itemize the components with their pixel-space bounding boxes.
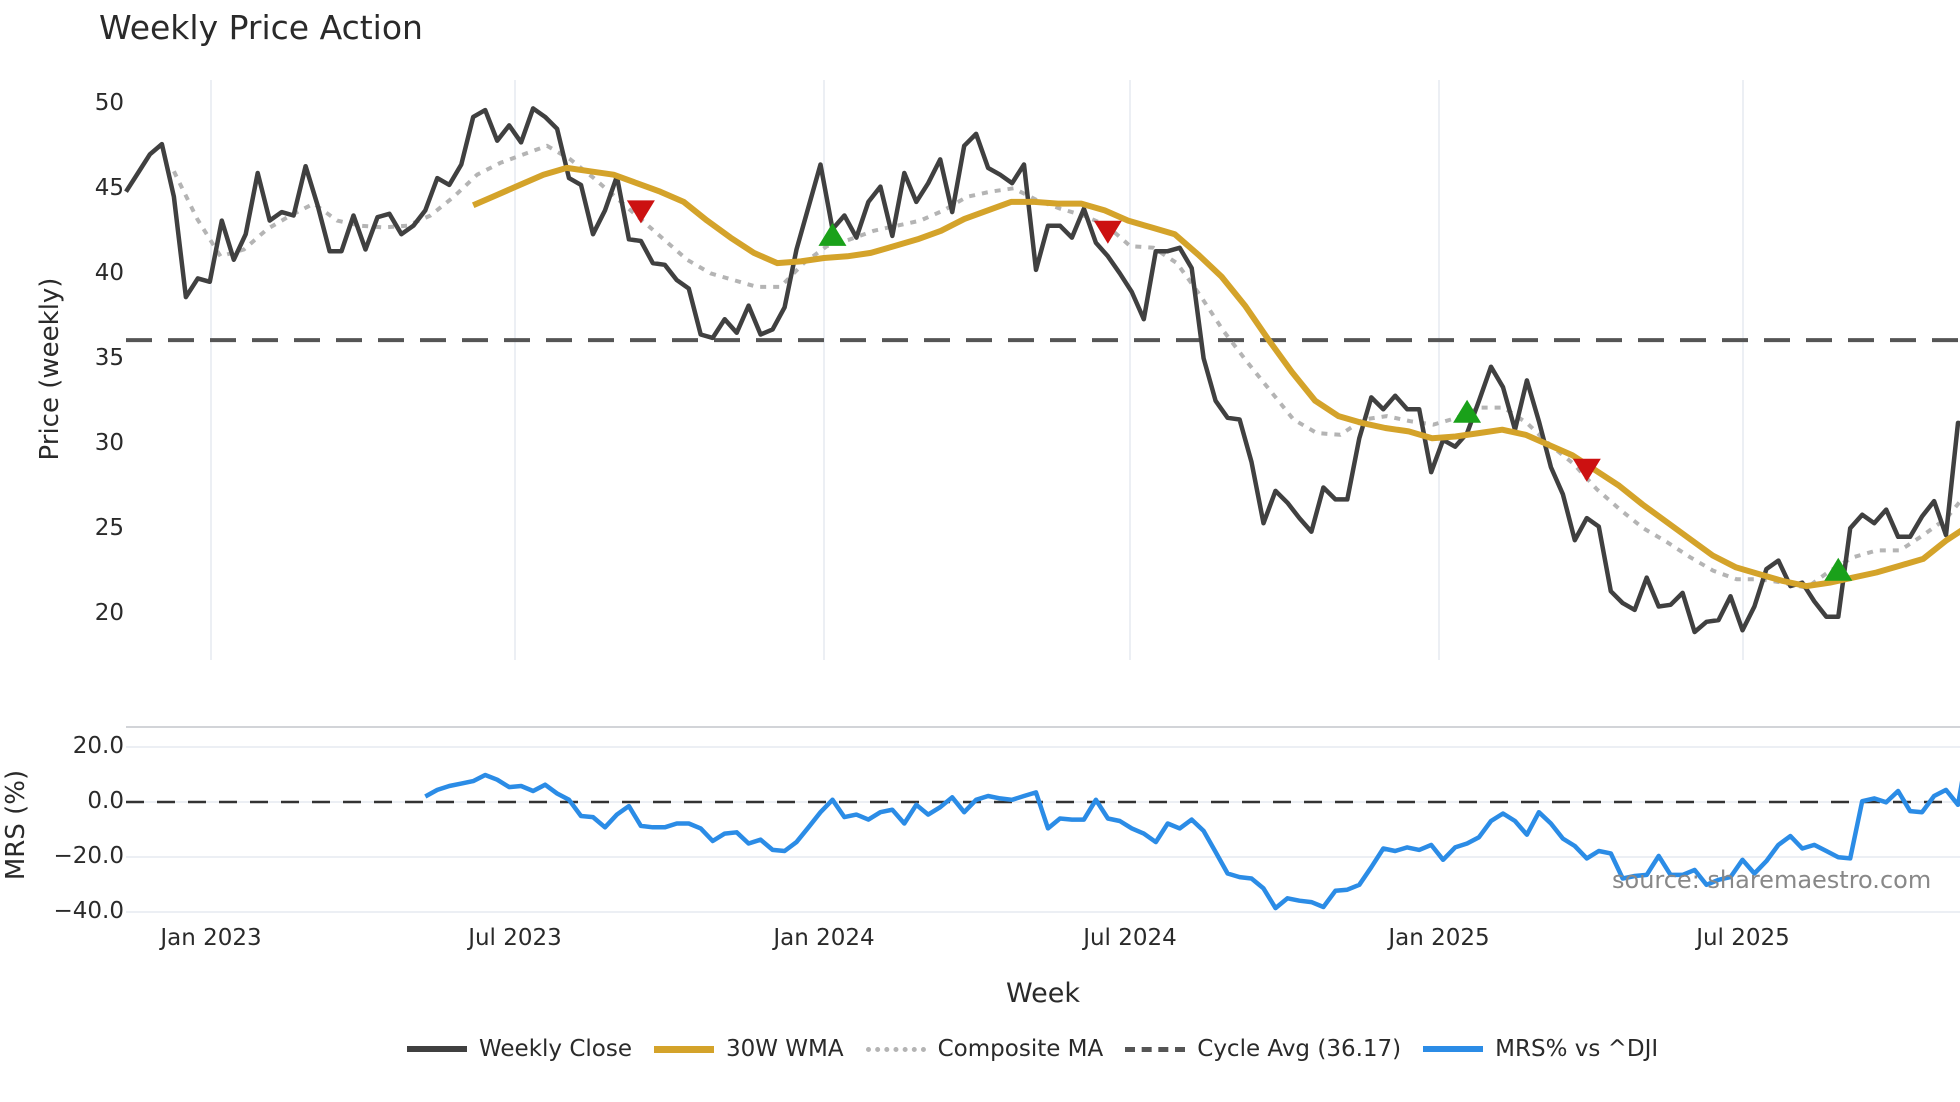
legend-mrs[interactable]: MRS% vs ^DJI	[1423, 1036, 1658, 1062]
x-tick-jan-2023: Jan 2023	[160, 925, 262, 951]
x-tick-jul-2025: Jul 2025	[1696, 925, 1790, 951]
solid-line-icon	[1423, 1046, 1484, 1052]
legend-label: Cycle Avg (36.17)	[1197, 1036, 1402, 1062]
price-tick-25: 25	[94, 515, 124, 541]
mrs-line	[424, 772, 1960, 911]
x-tick-jul-2024: Jul 2024	[1083, 925, 1177, 951]
legend-label: 30W WMA	[725, 1036, 844, 1062]
x-tick-jan-2025: Jan 2025	[1388, 925, 1490, 951]
mrs-tick-neg20: −20.0	[53, 843, 124, 869]
x-tick-jan-2024: Jan 2024	[773, 925, 875, 951]
legend-30w-wma[interactable]: 30W WMA	[653, 1036, 844, 1062]
dashed-line-icon	[1125, 1046, 1186, 1052]
legend-label: MRS% vs ^DJI	[1495, 1036, 1659, 1062]
sell-signal-down-triangle-icon	[1093, 220, 1122, 244]
series-layer	[124, 106, 1960, 911]
price-tick-45: 45	[94, 175, 124, 201]
price-tick-35: 35	[94, 345, 124, 371]
legend-composite-ma[interactable]: Composite MA	[865, 1036, 1104, 1062]
buy-signal-up-triangle-icon	[818, 222, 847, 246]
x-axis-label: Week	[1006, 978, 1080, 1009]
weekly-close-line	[124, 106, 1960, 635]
chart-title: Weekly Price Action	[99, 8, 423, 47]
buy-signal-up-triangle-icon	[1824, 557, 1853, 581]
dotted-line-icon	[865, 1046, 926, 1052]
legend: Weekly Close 30W WMA Composite MA Cycle …	[407, 1036, 1680, 1062]
mrs-tick-neg40: −40.0	[53, 898, 124, 924]
sell-signal-down-triangle-icon	[626, 200, 655, 224]
signal-markers	[626, 200, 1853, 581]
sell-signal-down-triangle-icon	[1572, 458, 1601, 482]
legend-label: Weekly Close	[479, 1036, 632, 1062]
source-watermark: source: sharemaestro.com	[1612, 866, 1932, 894]
wma-30w-line	[472, 164, 1960, 590]
mrs-tick-20: 20.0	[72, 733, 124, 759]
price-tick-30: 30	[94, 430, 124, 456]
legend-cycle-avg[interactable]: Cycle Avg (36.17)	[1125, 1036, 1401, 1062]
buy-signal-up-triangle-icon	[1453, 399, 1482, 423]
solid-line-icon	[653, 1045, 714, 1053]
legend-label: Composite MA	[937, 1036, 1104, 1062]
price-tick-40: 40	[94, 260, 124, 286]
price-tick-50: 50	[94, 90, 124, 116]
price-tick-20: 20	[94, 600, 124, 626]
solid-line-icon	[407, 1046, 467, 1052]
legend-weekly-close[interactable]: Weekly Close	[407, 1036, 632, 1062]
composite-ma-line	[172, 143, 1960, 590]
mrs-tick-0: 0.0	[87, 788, 124, 814]
x-tick-jul-2023: Jul 2023	[468, 925, 562, 951]
